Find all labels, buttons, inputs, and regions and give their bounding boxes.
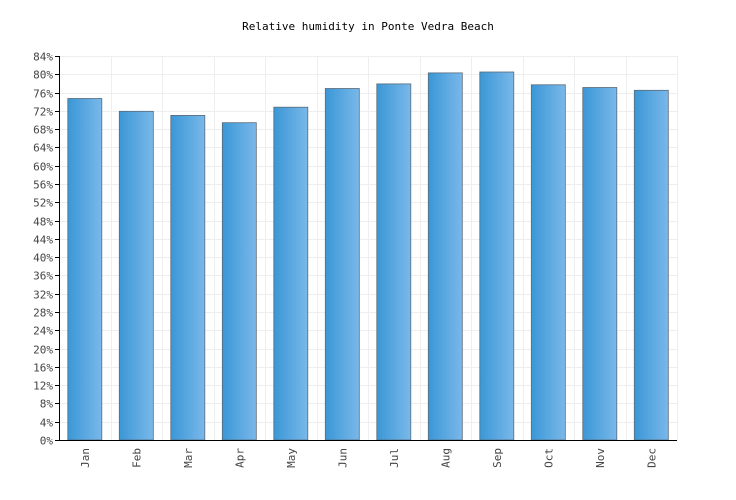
y-tick-labels: 0% 4% 8% 12% 16% 20% 24% 28% 32% 36% 40% 44% 48% 52% 5… (33, 51, 53, 448)
y-tick-label: 12% (33, 380, 53, 393)
y-tick-label: 48% (33, 216, 53, 229)
bar-aug (427, 72, 463, 441)
bar-jun (324, 88, 360, 441)
y-tick-label: 20% (33, 344, 53, 357)
y-tick-label: 40% (33, 252, 53, 265)
grid-lines (59, 56, 678, 441)
chart-title: Relative humidity in Ponte Vedra Beach (242, 20, 494, 33)
y-tick-label: 32% (33, 289, 53, 302)
y-tick-label: 24% (33, 325, 53, 338)
y-tick-label: 28% (33, 307, 53, 320)
axes (55, 56, 677, 441)
y-tick-label: 52% (33, 197, 53, 210)
y-tick-label: 36% (33, 270, 53, 283)
y-tick-label: 72% (33, 106, 53, 119)
x-tick-label: Jun (336, 448, 349, 468)
y-tick-label: 84% (33, 51, 53, 64)
x-tick-label: Aug (439, 448, 452, 468)
y-tick-label: 56% (33, 179, 53, 192)
x-tick-label: Jul (388, 448, 401, 468)
y-tick-label: 60% (33, 161, 53, 174)
x-tick-label: Feb (130, 448, 143, 468)
y-tick-label: 64% (33, 142, 53, 155)
y-tick-label: 68% (33, 124, 53, 137)
bar-jan (67, 98, 103, 441)
x-tick-labels: Jan Feb Mar Apr May Jun Jul Aug Sep Oct Nov Dec (79, 448, 659, 468)
x-tick-label: Nov (594, 448, 607, 468)
bar-oct (530, 84, 566, 441)
bar-mar (170, 115, 206, 441)
bar-may (273, 106, 309, 441)
y-tick-label: 16% (33, 362, 53, 375)
x-tick-label: May (285, 448, 298, 468)
y-tick-label: 8% (40, 398, 54, 411)
x-tick-label: Sep (491, 448, 504, 468)
x-tick-label: Dec (645, 448, 658, 468)
bar-nov (582, 87, 618, 441)
y-tick-label: 0% (40, 435, 54, 448)
y-tick-label: 44% (33, 234, 53, 247)
bars (67, 71, 669, 441)
y-tick-label: 76% (33, 88, 53, 101)
x-tick-label: Oct (542, 448, 555, 468)
bar-sep (479, 71, 515, 441)
x-tick-label: Jan (79, 448, 92, 468)
x-tick-label: Apr (233, 448, 246, 468)
bar-apr (221, 122, 257, 441)
bar-dec (633, 89, 669, 441)
x-tick-label: Mar (182, 448, 195, 468)
y-tick-label: 4% (40, 417, 54, 430)
y-tick-label: 80% (33, 69, 53, 82)
bar-feb (118, 110, 154, 441)
bar-jul (376, 83, 412, 441)
